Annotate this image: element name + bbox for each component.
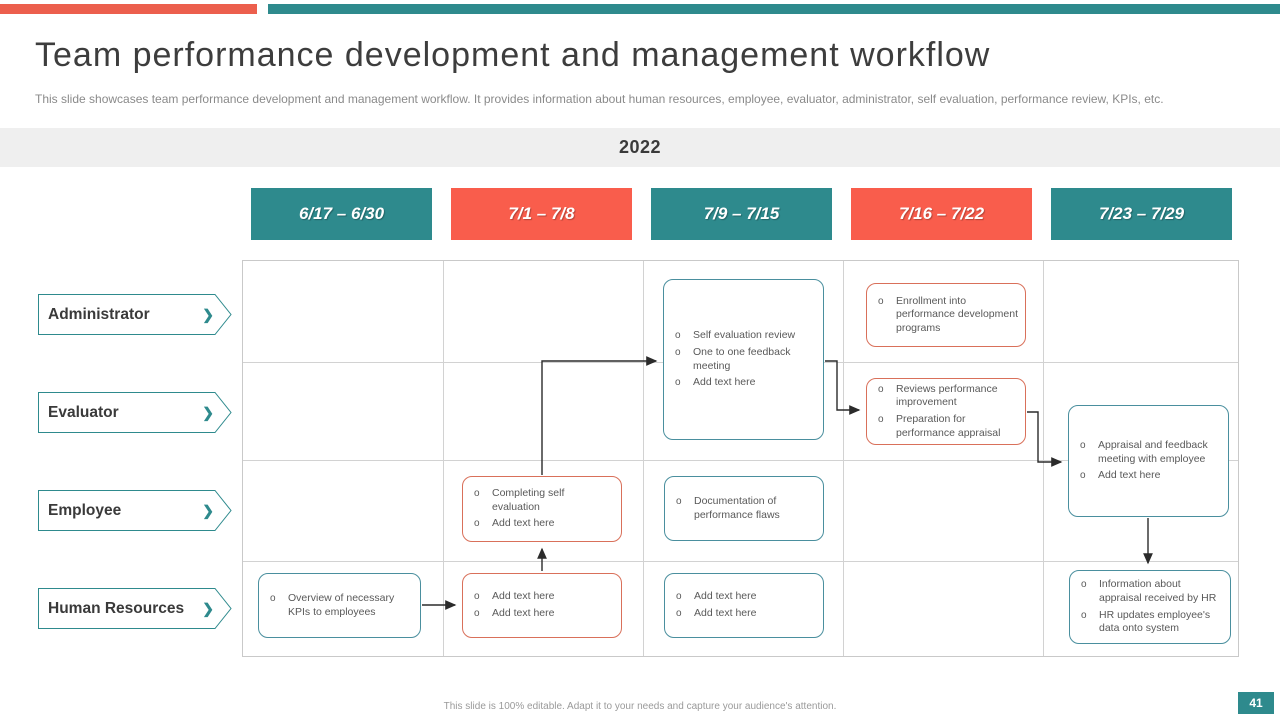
box-item: Preparation for performance appraisal (896, 413, 1001, 439)
bullet-icon: o (878, 383, 884, 395)
bullet-icon: o (1080, 470, 1086, 482)
workflow-box-hr-add-text-2: o Add text here o Add text here (664, 573, 824, 638)
timeline-header-5: 7/23 – 7/29 (1051, 188, 1232, 240)
bullet-icon: o (675, 330, 681, 342)
grid-line-horizontal (243, 561, 1238, 562)
bullet-icon: o (878, 295, 884, 307)
box-item: Enrollment into performance development … (896, 294, 1018, 334)
timeline-header-1: 6/17 – 6/30 (251, 188, 432, 240)
workflow-box-hr-add-text-1: o Add text here o Add text here (462, 573, 622, 638)
timeline-header-2: 7/1 – 7/8 (451, 188, 632, 240)
arrow-shape (38, 490, 232, 531)
row-label-text: Administrator (48, 305, 150, 323)
box-item: Completing self evaluation (492, 487, 565, 513)
bullet-icon: o (878, 414, 884, 425)
page-title: Team performance development and managem… (35, 36, 991, 74)
box-item: HR updates employee's data onto system (1099, 608, 1211, 635)
page-number-badge: 41 (1238, 692, 1274, 714)
box-item: Self evaluation review (693, 329, 796, 342)
bullet-icon: o (676, 608, 682, 619)
row-label-employee: Employee ❯ (38, 490, 232, 531)
workflow-box-enrollment: o Enrollment into performance development… (866, 283, 1026, 347)
grid-line-horizontal (243, 460, 1238, 461)
box-item: One to one feedback meeting (693, 345, 791, 372)
workflow-box-completing-self-evaluation: o Completing self evaluation o Add text he… (462, 476, 622, 542)
row-label-human-resources: Human Resources ❯ (38, 588, 232, 629)
footer-note: This slide is 100% editable. Adapt it to… (443, 701, 837, 712)
grid-line-vertical (643, 261, 644, 656)
slide-subtitle: This slide showcases team performance de… (35, 92, 1164, 106)
box-item: Add text here (492, 517, 555, 530)
bullet-icon: o (1081, 579, 1087, 591)
row-label-text: Employee (48, 501, 122, 519)
box-item: Add text here (492, 607, 555, 619)
row-label-text: Human Resources (48, 599, 185, 617)
bullet-icon: o (1080, 440, 1086, 452)
chevron-right-icon: ❯ (202, 306, 214, 322)
box-item: Add text here (694, 590, 757, 603)
workflow-box-documentation: o Documentation of performance flaws (664, 476, 824, 541)
year-label: 2022 (618, 137, 662, 157)
row-label-administrator: Administrator ❯ (38, 294, 232, 335)
bullet-icon: o (474, 518, 480, 530)
top-accent-bar-left (0, 4, 257, 14)
bullet-icon: o (675, 377, 681, 389)
grid-line-vertical (443, 261, 444, 656)
bullet-icon: o (474, 591, 480, 603)
box-item: Information about appraisal received by … (1099, 578, 1217, 604)
top-accent-bar-right (268, 4, 1280, 14)
page-number: 41 (1249, 696, 1263, 710)
chevron-right-icon: ❯ (202, 600, 214, 616)
box-item: Documentation of performance flaws (694, 494, 780, 521)
timeline-header-4: 7/16 – 7/22 (851, 188, 1032, 240)
timeline-header-3: 7/9 – 7/15 (651, 188, 832, 240)
grid-line-vertical (1043, 261, 1044, 656)
arrow-shape (38, 294, 232, 335)
bullet-icon: o (474, 488, 480, 500)
workflow-box-overview-kpis: o Overview of necessary KPIs to employees (258, 573, 421, 638)
bullet-icon: o (270, 592, 276, 604)
bullet-icon: o (675, 346, 681, 358)
bullet-icon: o (676, 591, 682, 603)
year-band: 2022 (0, 128, 1280, 167)
bullet-icon: o (1081, 609, 1087, 621)
arrow-shape (38, 588, 232, 629)
row-label-evaluator: Evaluator ❯ (38, 392, 232, 433)
chevron-right-icon: ❯ (202, 404, 214, 420)
box-item: Add text here (1098, 469, 1161, 482)
bullet-icon: o (474, 608, 480, 619)
box-item: Add text here (694, 607, 757, 619)
box-item: Add text here (693, 376, 756, 389)
bullet-icon: o (676, 495, 682, 507)
chevron-right-icon: ❯ (202, 502, 214, 518)
workflow-box-appraisal: o Appraisal and feedback meeting with emp… (1068, 405, 1229, 517)
row-label-text: Evaluator (48, 403, 119, 421)
workflow-box-reviews: o Reviews performance improvement o Prepar… (866, 378, 1026, 445)
grid-line-vertical (843, 261, 844, 656)
arrow-shape (38, 392, 232, 433)
workflow-box-information: o Information about appraisal received by… (1069, 570, 1231, 644)
workflow-box-self-evaluation: o Self evaluation review o One to one feed… (663, 279, 824, 440)
box-item: Add text here (492, 590, 555, 603)
box-item: Appraisal and feedback meeting with empl… (1098, 439, 1208, 465)
box-item: Overview of necessary KPIs to employees (288, 591, 395, 618)
box-item: Reviews performance improvement (896, 382, 998, 409)
